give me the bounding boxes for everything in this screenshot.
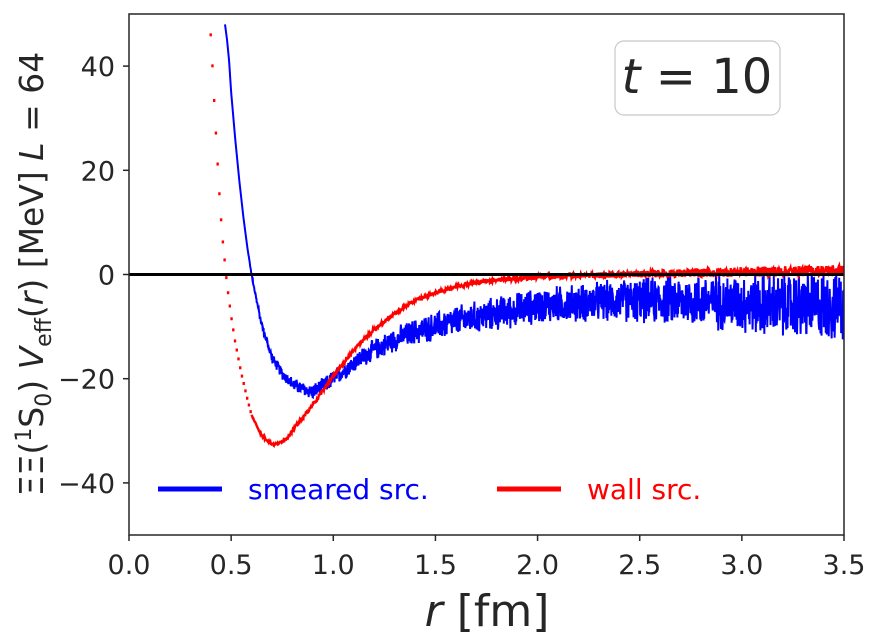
wall-src-point <box>218 192 221 196</box>
wall-src-point <box>244 389 247 393</box>
x-tick-label: 3.0 <box>720 550 763 581</box>
y-label-close: ) <box>12 369 51 392</box>
wall-src-point <box>239 366 242 370</box>
wall-src-point <box>249 410 252 414</box>
y-label-arg-close: ) [MeV] <box>12 161 51 292</box>
wall-src-point <box>240 374 244 378</box>
x-axis-label: r [fm] <box>425 586 550 637</box>
wall-src-point <box>221 240 225 244</box>
y-label-leq: = 64 <box>12 52 51 143</box>
wall-src-point <box>225 276 228 280</box>
y-label-sub: 0 <box>32 393 57 407</box>
y-label-lvar: L <box>12 142 51 160</box>
wall-src-point <box>242 381 245 385</box>
y-tick-label: −20 <box>58 365 115 396</box>
x-axis: 0.0 0.5 1.0 1.5 2.0 2.5 3.0 3.5 <box>108 535 866 581</box>
x-tick-label: 0.0 <box>108 550 151 581</box>
wall-src-point <box>223 258 226 262</box>
wall-src-point <box>235 348 238 352</box>
wall-src-point <box>214 131 218 135</box>
wall-src-point <box>233 339 237 343</box>
wall-src-point <box>230 317 233 321</box>
y-tick-label: −40 <box>58 469 115 500</box>
y-label-vsub: eff <box>32 317 57 347</box>
x-tick-label: 2.0 <box>516 550 559 581</box>
y-axis-label: ΞΞ(1S0) Veff(r) [MeV] L = 64 <box>12 52 57 497</box>
time-annotation-text: t = 10 <box>622 49 773 105</box>
x-axis-label-var: r <box>425 586 446 637</box>
y-label-arg: r <box>12 289 51 305</box>
legend-label-smeared: smeared src. <box>248 473 429 506</box>
time-var: t <box>622 49 643 105</box>
y-tick-label: 0 <box>98 261 115 292</box>
x-axis-label-unit: [fm] <box>443 586 550 637</box>
y-label-sup: 1 <box>12 428 37 442</box>
y-label-prefix: ΞΞ( <box>12 442 51 497</box>
wall-src-point <box>212 98 216 102</box>
x-tick-label: 0.5 <box>210 550 253 581</box>
time-value: 10 <box>711 49 772 105</box>
time-eq: = <box>641 49 712 105</box>
y-label-arg-open: ( <box>12 305 51 318</box>
wall-src-point <box>216 162 219 166</box>
wall-src-point <box>247 403 251 407</box>
legend: smeared src. wall src. <box>158 473 701 506</box>
wall-src-point <box>245 396 249 400</box>
wall-src-point <box>232 328 235 332</box>
x-tick-label: 1.0 <box>312 550 355 581</box>
wall-src-point <box>226 291 230 295</box>
time-annotation: t = 10 <box>614 40 781 116</box>
legend-label-wall: wall src. <box>587 473 701 506</box>
x-tick-label: 2.5 <box>618 550 661 581</box>
time-annotation-box <box>614 40 781 116</box>
wall-src-point <box>211 64 214 68</box>
y-tick-label: 20 <box>81 156 115 187</box>
x-tick-label: 3.5 <box>823 550 866 581</box>
wall-src-point <box>237 357 240 361</box>
y-label-state: S <box>12 407 51 428</box>
y-label-v: V <box>12 344 51 369</box>
wall-src-point <box>219 218 223 222</box>
wall-src-point <box>209 33 212 37</box>
wall-src-point <box>228 304 232 308</box>
series-wall-src-points <box>209 33 252 414</box>
y-axis: −40 −20 0 20 40 <box>58 52 129 500</box>
x-tick-label: 1.5 <box>414 550 457 581</box>
y-tick-label: 40 <box>81 52 115 83</box>
